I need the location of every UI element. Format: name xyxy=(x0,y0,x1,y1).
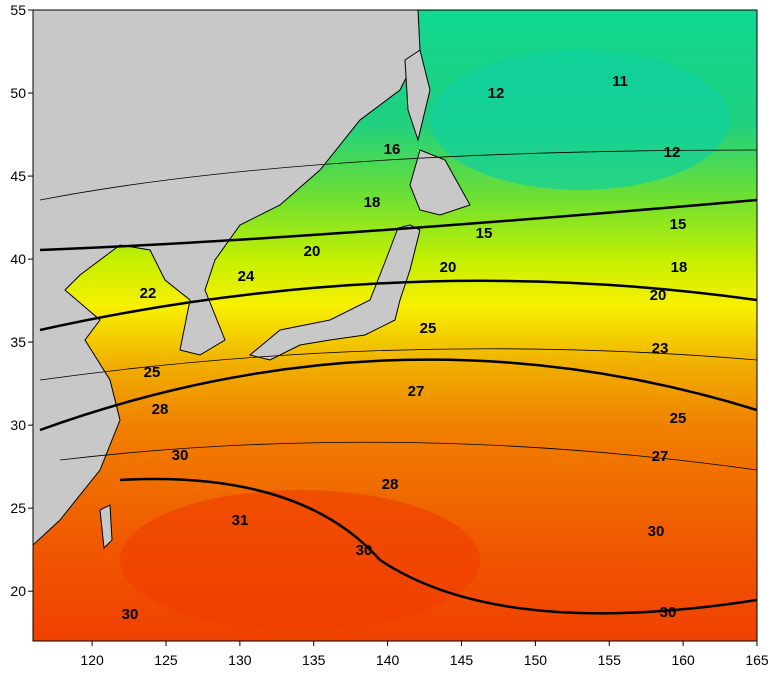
contour-label: 20 xyxy=(440,259,457,276)
y-tick-label: 30 xyxy=(10,417,26,433)
land-mainland xyxy=(33,10,421,546)
y-tick-label: 40 xyxy=(10,251,26,267)
contour-label: 12 xyxy=(664,144,681,161)
contour-label: 28 xyxy=(382,476,399,493)
cold-pool xyxy=(430,50,730,190)
contour-label: 15 xyxy=(670,216,687,233)
x-tick-label: 155 xyxy=(598,652,622,668)
contour-label: 28 xyxy=(152,401,169,418)
x-tick-label: 165 xyxy=(745,652,769,668)
contour-label: 30 xyxy=(122,606,139,623)
x-tick-label: 145 xyxy=(450,652,474,668)
contour-label: 27 xyxy=(408,383,425,400)
contour-label: 15 xyxy=(476,225,493,242)
contour-label: 25 xyxy=(670,410,687,427)
contour-label: 18 xyxy=(671,259,688,276)
contour-label: 11 xyxy=(612,73,628,90)
x-tick-label: 130 xyxy=(228,652,252,668)
contour-label: 23 xyxy=(652,340,669,357)
contour-label: 12 xyxy=(488,85,505,102)
major-contour xyxy=(39,198,757,615)
frame xyxy=(32,9,758,642)
axes: 120 125 130 135 140 145 150 155 160 165 20 25 30 35 40… xyxy=(10,2,768,668)
x-tick-label: 125 xyxy=(154,652,178,668)
y-tick-label: 50 xyxy=(10,85,26,101)
x-tick-label: 120 xyxy=(80,652,104,668)
land-hokkaido xyxy=(409,149,471,216)
warm-pool xyxy=(120,490,480,630)
contour-label: 31 xyxy=(232,512,249,529)
contour-label: 20 xyxy=(650,287,667,304)
land-taiwan xyxy=(99,504,113,550)
x-tick-label: 160 xyxy=(671,652,695,668)
contour-label: 22 xyxy=(140,285,157,302)
y-tick-label: 25 xyxy=(10,500,26,516)
contour-label: 25 xyxy=(144,364,161,381)
contour-label: 20 xyxy=(304,243,321,260)
plot-area xyxy=(33,10,757,641)
contour-label: 27 xyxy=(652,448,669,465)
x-tick-label: 150 xyxy=(524,652,548,668)
x-tick-label: 135 xyxy=(302,652,326,668)
contour-label: 30 xyxy=(356,542,373,559)
contour-label: 16 xyxy=(384,141,401,158)
y-tick-label: 55 xyxy=(10,2,26,18)
contour-label: 25 xyxy=(420,320,437,337)
minor-contour xyxy=(39,149,757,471)
y-tick-label: 35 xyxy=(10,334,26,350)
contour-label: 18 xyxy=(364,194,381,211)
land-honshu xyxy=(248,224,421,361)
contour-label: 30 xyxy=(172,447,189,464)
x-tick-label: 140 xyxy=(376,652,400,668)
contour-label: 30 xyxy=(648,523,665,540)
land-sakhalin xyxy=(404,49,431,142)
y-tick-label: 20 xyxy=(10,583,26,599)
contour-label: 24 xyxy=(238,268,255,285)
y-tick-label: 45 xyxy=(10,168,26,184)
contour-label: 30 xyxy=(660,604,677,621)
